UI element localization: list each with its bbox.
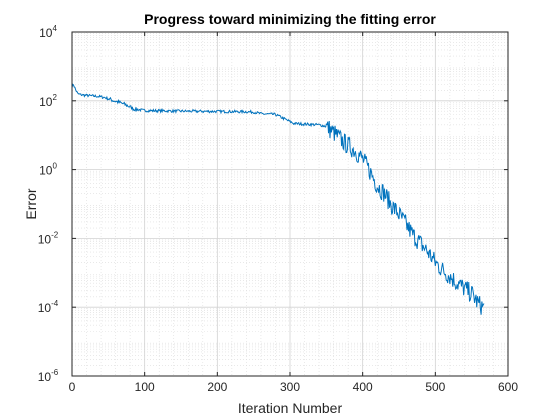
y-tick-label: 102 bbox=[39, 93, 57, 109]
x-tick-label: 200 bbox=[207, 380, 227, 394]
x-tick-label: 400 bbox=[353, 380, 373, 394]
y-tick-label: 10-4 bbox=[38, 299, 59, 315]
x-tick-label: 100 bbox=[135, 380, 155, 394]
y-tick-label: 100 bbox=[39, 162, 57, 178]
y-tick-label: 104 bbox=[39, 24, 57, 40]
chart-title: Progress toward minimizing the fitting e… bbox=[144, 11, 436, 27]
x-tick-label: 0 bbox=[69, 380, 76, 394]
y-axis-label: Error bbox=[23, 188, 39, 219]
x-axis-ticks: 0 100 200 300 400 500 600 bbox=[69, 32, 518, 394]
x-tick-label: 300 bbox=[280, 380, 300, 394]
series-line bbox=[71, 83, 485, 315]
x-tick-label: 600 bbox=[498, 380, 518, 394]
x-tick-label: 500 bbox=[425, 380, 445, 394]
y-tick-label: 10-2 bbox=[38, 230, 59, 246]
x-axis-label: Iteration Number bbox=[238, 400, 343, 416]
major-grid bbox=[72, 32, 508, 376]
y-axis-ticks: 10-6 10-4 10-2 100 102 104 bbox=[38, 24, 508, 384]
y-tick-label: 10-6 bbox=[38, 368, 59, 384]
